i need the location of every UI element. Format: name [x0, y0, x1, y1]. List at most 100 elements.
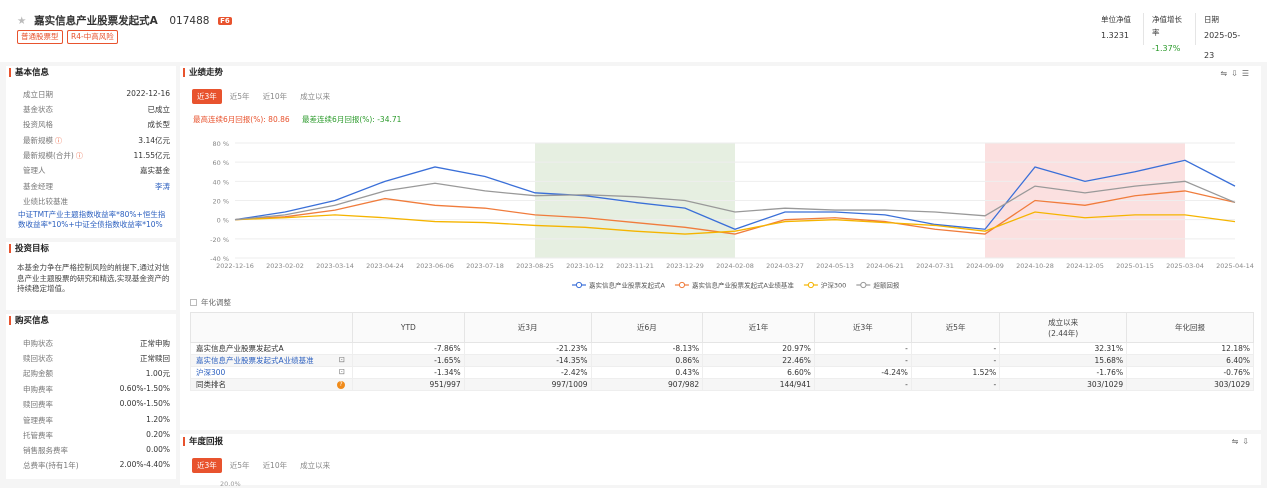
annualize-checkbox[interactable]: 年化调整 — [190, 297, 231, 308]
purchase-row: 申购费率 0.60%-1.50% — [23, 384, 170, 394]
fund-type-tag[interactable]: 普通股票型 — [17, 30, 63, 44]
x-tick-label: 2023-06-06 — [416, 262, 454, 270]
x-tick-label: 2025-03-04 — [1166, 262, 1204, 270]
purchase-row: 管理费率 1.20% — [23, 415, 170, 425]
legend-label: 超额回报 — [873, 281, 900, 290]
drawdown-stats: 最高连续6月回报(%): 80.86 最差连续6月回报(%): -34.71 — [193, 115, 402, 124]
table-cell: - — [910, 354, 1001, 367]
info-row: 基金状态 已成立 — [23, 105, 170, 114]
x-tick-label: 2023-03-14 — [316, 262, 354, 270]
x-tick-label: 2024-03-27 — [766, 262, 804, 270]
x-tick-label: 2025-04-14 — [1216, 262, 1254, 270]
y-tick-label: -40 % — [210, 255, 229, 263]
period-tabs: 近3年 近5年 近10年 成立以来 — [192, 89, 335, 104]
fund-header: ★ 嘉实信息产业股票发起式A 017488 F6 普通股票型 R4-中高风险 单… — [0, 0, 1267, 62]
x-tick-label: 2024-05-13 — [816, 262, 854, 270]
y-tick-label: 80 % — [212, 140, 229, 148]
column-header: 近3年 — [813, 312, 912, 343]
annual-returns-panel: 年度回报 ⇋⇩ 近3年 近5年 近10年 成立以来 20.0% — [180, 434, 1261, 488]
x-tick-label: 2024-02-08 — [716, 262, 754, 270]
edit-icon[interactable]: ⊡ — [338, 367, 345, 376]
table-cell: 6.60% — [702, 366, 815, 379]
chart-tools: ⇋⇩☰ — [1220, 69, 1253, 78]
table-cell: - — [813, 342, 912, 355]
table-cell: 0.43% — [590, 366, 704, 379]
table-cell: -4.24% — [813, 366, 912, 379]
edit-icon[interactable]: ⊡ — [338, 355, 345, 364]
table-cell: 32.31% — [999, 342, 1128, 355]
tab-5y[interactable]: 近5年 — [229, 92, 250, 101]
purchase-row: 托管费率 0.20% — [23, 430, 170, 440]
row-name[interactable]: 沪深300 ⊡ — [190, 366, 353, 379]
help-icon[interactable]: ⓘ — [75, 152, 83, 160]
row-name: 同类排名? — [190, 378, 353, 391]
download-icon[interactable]: ⇩ — [1231, 69, 1242, 78]
tab-3y[interactable]: 近3年 — [192, 89, 222, 104]
menu-icon[interactable]: ☰ — [1241, 69, 1253, 78]
legend-marker — [678, 281, 686, 289]
info-row: 最新规模(合并) ⓘ 11.55亿元 — [23, 151, 170, 160]
series-line — [234, 190, 1236, 235]
tab-since-inception[interactable]: 成立以来 — [300, 92, 331, 101]
table-cell: -21.23% — [463, 342, 592, 355]
y-tick-label: 60 % — [212, 159, 229, 167]
info-row: 基金经理 李涛 — [23, 182, 170, 191]
compare-icon[interactable]: ⇋ — [1231, 437, 1243, 446]
tab-5y[interactable]: 近5年 — [229, 461, 250, 470]
objective-title: 投资目标 — [6, 242, 176, 256]
column-header: 近6月 — [590, 312, 704, 343]
tab-10y[interactable]: 近10年 — [262, 461, 288, 470]
table-cell: 1.52% — [910, 366, 1001, 379]
favorite-star-icon[interactable]: ★ — [17, 15, 27, 27]
table-cell: 907/982 — [590, 378, 704, 391]
series-line — [234, 159, 1236, 230]
purchase-title: 购买信息 — [6, 314, 176, 328]
annual-tools: ⇋⇩ — [1232, 437, 1253, 446]
legend-marker — [575, 281, 583, 289]
info-row: 成立日期 2022-12-16 — [23, 89, 170, 99]
nav-stat: 单位净值 1.3231 — [1101, 15, 1131, 40]
compare-icon[interactable]: ⇋ — [1220, 69, 1232, 78]
row-name: 嘉实信息产业股票发起式A — [190, 342, 353, 355]
purchase-row: 申购状态 正常申购 — [23, 339, 170, 348]
y-tick-label: 40 % — [212, 178, 229, 186]
x-tick-label: 2023-08-25 — [516, 262, 554, 270]
table-cell: 0.86% — [590, 354, 704, 367]
annual-period-tabs: 近3年 近5年 近10年 成立以来 — [192, 458, 335, 473]
manager-link[interactable]: 李涛 — [155, 182, 170, 191]
basic-info-title: 基本信息 — [6, 66, 176, 80]
purchase-row: 赎回状态 正常赎回 — [23, 354, 170, 363]
risk-level-tag[interactable]: R4-中高风险 — [67, 30, 118, 44]
table-cell: 20.97% — [702, 342, 815, 355]
table-cell: - — [910, 378, 1001, 391]
table-cell: -1.34% — [352, 366, 465, 379]
tab-10y[interactable]: 近10年 — [262, 92, 288, 101]
purchase-row: 总费率(持有1年) 2.00%-4.40% — [23, 460, 170, 470]
help-icon[interactable]: ? — [337, 381, 345, 389]
legend-label: 嘉实信息产业股票发起式A — [589, 281, 666, 290]
tab-since-inception[interactable]: 成立以来 — [300, 461, 331, 470]
download-icon[interactable]: ⇩ — [1242, 437, 1253, 446]
table-cell: 6.40% — [1126, 354, 1254, 367]
table-row: 嘉实信息产业股票发起式A -7.86% -21.23% -8.13% 20.97% - -3… — [190, 342, 1254, 355]
row-name[interactable]: 嘉实信息产业股票发起式A业绩基准 ⊡ — [190, 354, 353, 367]
y-tick-label: 0 % — [217, 217, 229, 225]
purchase-panel: 购买信息 申购状态 正常申购 赎回状态 正常赎回 起购金额 1.00元 申购费率 0.6… — [6, 314, 176, 479]
x-tick-label: 2022-12-16 — [216, 262, 254, 270]
help-icon[interactable]: ⓘ — [55, 137, 62, 145]
x-tick-label: 2023-04-24 — [366, 262, 404, 270]
x-tick-label: 2025-01-15 — [1116, 262, 1154, 270]
performance-chart: 80 % 60 % 40 % 20 % 0 % -20 % -40 %2022-12-16 2… — [210, 140, 1254, 290]
performance-title: 业绩走势 — [180, 66, 1261, 80]
annual-axis-tick: 20.0% — [220, 480, 241, 488]
table-cell: -2.42% — [463, 366, 592, 379]
tab-3y[interactable]: 近3年 — [192, 458, 222, 473]
fund-title: ★ 嘉实信息产业股票发起式A 017488 F6 — [17, 13, 232, 28]
x-tick-label: 2023-10-12 — [566, 262, 604, 270]
benchmark-link[interactable]: 中证TMT产业主题指数收益率*80%+恒生指数收益率*10%+中证全债指数收益率… — [18, 210, 166, 229]
x-tick-label: 2024-06-21 — [866, 262, 904, 270]
objective-text: 本基金力争在严格控制风险的前提下,通过对信息产业主题股票的研究和精选,实现基金资… — [17, 263, 170, 293]
table-row: 同类排名? 951/997 997/1009 907/982 144/941- -303/… — [190, 378, 1254, 391]
x-tick-label: 2023-11-21 — [616, 262, 654, 270]
table-cell: 997/1009 — [463, 378, 592, 391]
